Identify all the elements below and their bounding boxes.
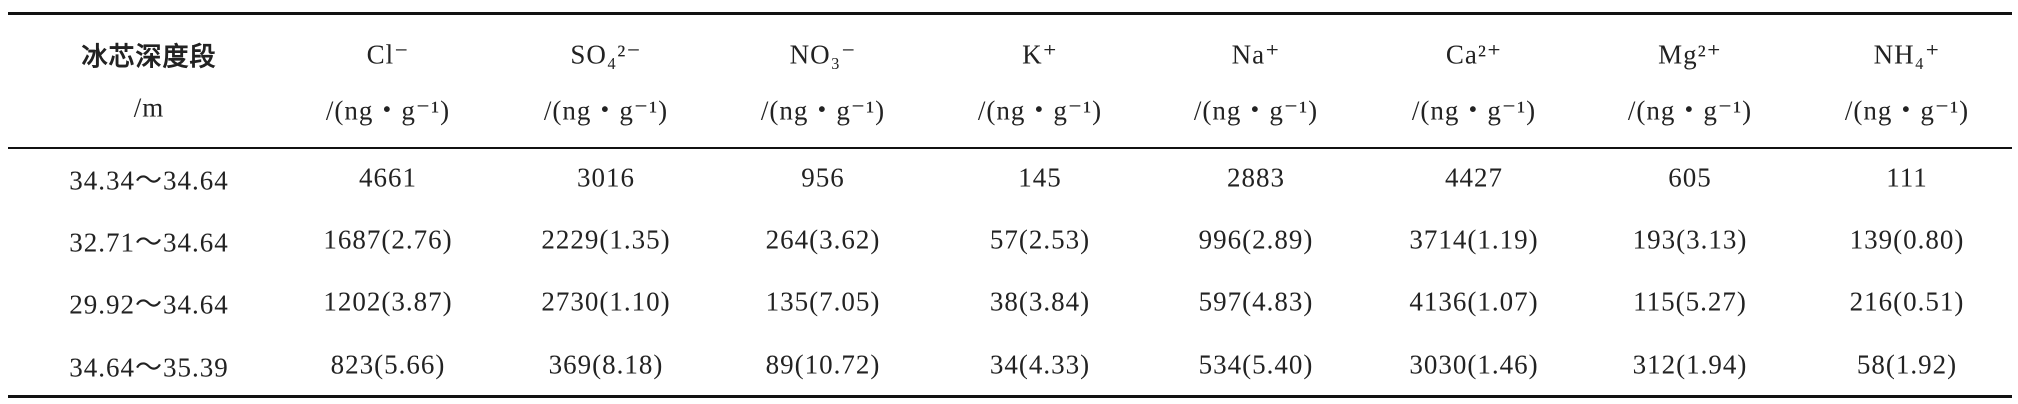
value-cell: 89(10.72) [765,349,881,380]
column-unit: /(ng・g⁻¹) [325,95,451,126]
column-header: 冰芯深度段 [81,42,217,73]
depth-cell: 29.92～34.64 [69,289,229,320]
value-cell: 4427 [1445,162,1503,193]
column-header: Mg²⁺ [1658,39,1722,70]
column-unit: /(ng・g⁻¹) [760,95,886,126]
column-header: Cl⁻ [366,39,410,70]
column-unit: /(ng・g⁻¹) [1627,95,1753,126]
value-cell: 1202(3.87) [323,286,453,317]
value-cell: 996(2.89) [1198,224,1314,255]
bottom-rule [8,395,2012,398]
column-unit: /(ng・g⁻¹) [977,95,1103,126]
value-cell: 823(5.66) [330,349,446,380]
column-unit: /(ng・g⁻¹) [1411,95,1537,126]
value-cell: 312(1.94) [1632,349,1748,380]
value-cell: 4136(1.07) [1409,286,1539,317]
value-cell: 264(3.62) [765,224,881,255]
depth-cell: 32.71～34.64 [69,227,229,258]
top-rule [8,12,2012,15]
value-cell: 1687(2.76) [323,224,453,255]
value-cell: 216(0.51) [1849,286,1965,317]
column-header: SO₄²⁻ [570,39,642,70]
value-cell: 111 [1886,162,1928,193]
column-unit: /(ng・g⁻¹) [543,95,669,126]
value-cell: 58(1.92) [1856,349,1958,380]
column-header: Ca²⁺ [1445,39,1503,70]
value-cell: 145 [1018,162,1062,193]
depth-cell: 34.34～34.64 [69,165,229,196]
column-unit: /m [133,92,165,123]
header-rule [8,147,2012,149]
value-cell: 956 [801,162,845,193]
value-cell: 193(3.13) [1632,224,1748,255]
value-cell: 34(4.33) [989,349,1091,380]
value-cell: 38(3.84) [989,286,1091,317]
value-cell: 534(5.40) [1198,349,1314,380]
value-cell: 3030(1.46) [1409,349,1539,380]
value-cell: 597(4.83) [1198,286,1314,317]
value-cell: 57(2.53) [989,224,1091,255]
value-cell: 4661 [359,162,417,193]
column-unit: /(ng・g⁻¹) [1844,95,1970,126]
column-header: NO₃⁻ [789,39,857,70]
column-unit: /(ng・g⁻¹) [1193,95,1319,126]
value-cell: 2730(1.10) [541,286,671,317]
value-cell: 135(7.05) [765,286,881,317]
value-cell: 2883 [1227,162,1285,193]
depth-cell: 34.64～35.39 [69,352,229,383]
value-cell: 115(5.27) [1633,286,1747,317]
column-header: NH₄⁺ [1873,39,1941,70]
column-header: K⁺ [1022,39,1058,70]
value-cell: 2229(1.35) [541,224,671,255]
column-header: Na⁺ [1231,39,1281,70]
value-cell: 369(8.18) [548,349,664,380]
value-cell: 605 [1668,162,1712,193]
value-cell: 3016 [577,162,635,193]
value-cell: 139(0.80) [1849,224,1965,255]
value-cell: 3714(1.19) [1409,224,1539,255]
